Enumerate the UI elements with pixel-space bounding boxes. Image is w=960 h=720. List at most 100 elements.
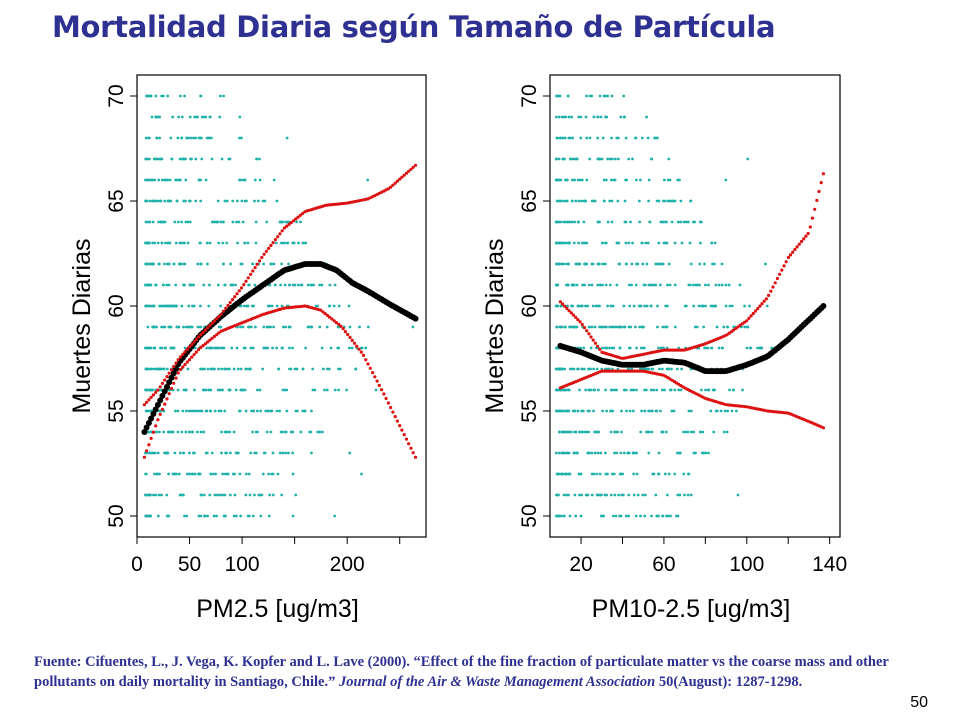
scatter-point [212, 514, 216, 518]
scatter-point [665, 367, 669, 371]
curve-point [598, 347, 602, 351]
curve-point [600, 369, 604, 373]
curve-point [145, 420, 152, 426]
scatter-point [647, 451, 651, 455]
slide-title: Mortalidad Diaria según Tamaño de Partíc… [52, 10, 776, 44]
scatter-point [687, 283, 691, 287]
scatter-point [666, 514, 670, 518]
scatter-point [604, 451, 607, 455]
scatter-point [640, 136, 644, 140]
curve-point [407, 169, 411, 173]
curve-point [725, 333, 729, 337]
scatter-point [180, 430, 184, 434]
scatter-point [707, 283, 710, 287]
scatter-point [696, 283, 699, 287]
scatter-point [619, 514, 623, 518]
curve-point [221, 309, 225, 313]
scatter-point [283, 283, 287, 287]
curve-point [346, 332, 350, 337]
scatter-point [194, 409, 197, 413]
scatter-point [323, 388, 326, 392]
curve-point [160, 381, 164, 385]
scatter-point [619, 451, 623, 455]
scatter-point [248, 493, 252, 497]
scatter-point [208, 241, 212, 245]
scatter-point [241, 388, 245, 392]
scatter-point [184, 178, 188, 182]
scatter-point [193, 388, 196, 392]
scatter-point [692, 430, 695, 434]
curve-point [174, 361, 178, 365]
curve-point [194, 350, 198, 354]
scatter-point [701, 430, 705, 434]
scatter-point [584, 388, 588, 392]
scatter-point [165, 178, 169, 182]
scatter-point [238, 472, 242, 476]
scatter-point [629, 325, 633, 329]
scatter-point [706, 388, 710, 392]
scatter-point [234, 388, 238, 392]
scatter-point [684, 304, 688, 308]
scatter-point [610, 136, 613, 140]
scatter-point [284, 430, 288, 434]
scatter-point [354, 367, 357, 371]
scatter-point [288, 325, 292, 329]
scatter-point [600, 157, 604, 161]
scatter-point [615, 283, 619, 287]
scatter-point [590, 451, 594, 455]
scatter-point [639, 430, 643, 434]
y-tick-label: 70 [105, 84, 128, 107]
scatter-point [561, 157, 565, 161]
scatter-point [163, 325, 167, 329]
curve-point [325, 313, 329, 317]
curve-point [574, 315, 578, 319]
scatter-point [304, 241, 308, 245]
scatter-point [765, 304, 769, 308]
scatter-point [221, 220, 225, 224]
scatter-point [162, 367, 166, 371]
scatter-point [622, 94, 626, 98]
scatter-point [186, 367, 190, 371]
curve-point [215, 317, 219, 321]
curve-point [558, 300, 563, 304]
scatter-point [597, 430, 600, 434]
scatter-point [588, 367, 591, 371]
curve-point [269, 243, 273, 248]
scatter-point [155, 136, 159, 140]
scatter-point [554, 451, 558, 455]
curve-point [767, 293, 771, 297]
scatter-point [167, 283, 171, 287]
scatter-point [156, 472, 159, 476]
scatter-point [236, 241, 239, 245]
scatter-point [177, 115, 181, 119]
curve-point [330, 317, 334, 321]
scatter-point [654, 409, 658, 413]
scatter-point [631, 157, 634, 161]
scatter-point [556, 493, 560, 497]
scatter-point [666, 199, 670, 203]
scatter-point [669, 514, 672, 518]
scatter-point [613, 178, 617, 182]
scatter-point [223, 199, 227, 203]
scatter-point [687, 409, 691, 413]
scatter-point [258, 157, 261, 161]
scatter-point [188, 430, 192, 434]
curve-point [276, 235, 280, 239]
scatter-point [591, 304, 595, 308]
curve-point [780, 268, 784, 272]
scatter-point [225, 451, 228, 455]
curve-point [264, 249, 268, 253]
curve-point [585, 329, 589, 333]
scatter-point [160, 241, 164, 245]
scatter-point [576, 409, 580, 413]
scatter-point [629, 220, 632, 224]
scatter-point [559, 325, 563, 329]
curve-point [230, 298, 235, 302]
scatter-point [617, 262, 621, 266]
scatter-point [176, 136, 180, 140]
curve-point [289, 305, 293, 309]
scatter-point [722, 430, 726, 434]
scatter-point [577, 199, 581, 203]
scatter-point [710, 346, 713, 350]
scatter-point [567, 388, 570, 392]
